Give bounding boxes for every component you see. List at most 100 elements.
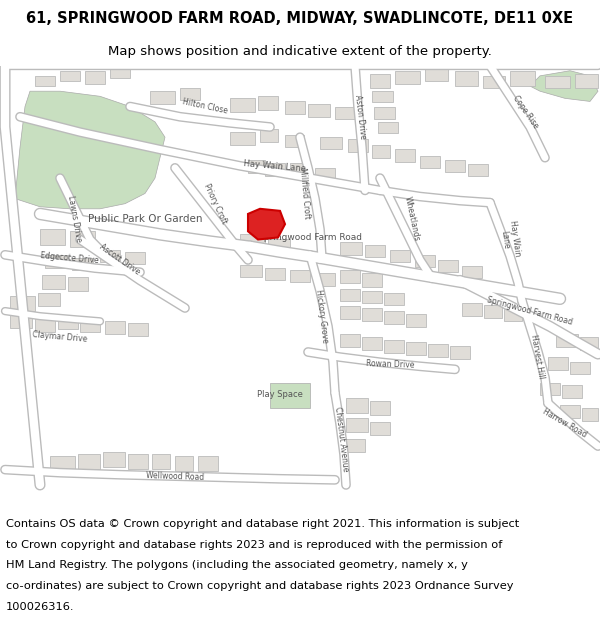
Polygon shape [42, 275, 65, 289]
Polygon shape [445, 160, 465, 172]
Text: Rowan Drive: Rowan Drive [365, 359, 415, 369]
Text: Map shows position and indicative extent of the property.: Map shows position and indicative extent… [108, 45, 492, 58]
Polygon shape [15, 91, 165, 209]
Polygon shape [230, 98, 255, 112]
Polygon shape [240, 234, 265, 248]
Polygon shape [35, 318, 55, 331]
Polygon shape [384, 311, 404, 324]
Polygon shape [103, 452, 125, 466]
Polygon shape [462, 303, 482, 316]
Polygon shape [265, 268, 285, 281]
Polygon shape [370, 74, 390, 88]
Polygon shape [425, 68, 448, 81]
Polygon shape [406, 342, 426, 355]
Polygon shape [406, 314, 426, 328]
Text: Claymar Drive: Claymar Drive [32, 330, 88, 344]
Polygon shape [462, 266, 482, 278]
Polygon shape [504, 309, 522, 321]
Polygon shape [384, 340, 404, 353]
Polygon shape [560, 405, 580, 419]
Polygon shape [100, 250, 120, 262]
Polygon shape [60, 71, 80, 81]
Polygon shape [370, 421, 390, 435]
Polygon shape [346, 398, 368, 413]
Text: 100026316.: 100026316. [6, 602, 74, 612]
Text: Play Space: Play Space [257, 391, 303, 399]
Polygon shape [198, 456, 218, 471]
Polygon shape [285, 101, 305, 114]
Polygon shape [248, 160, 265, 173]
Polygon shape [378, 122, 398, 133]
Polygon shape [346, 439, 365, 452]
Text: Hay Wain
Lane: Hay Wain Lane [498, 220, 522, 259]
Text: Chestnut Avenue: Chestnut Avenue [332, 406, 349, 472]
Polygon shape [230, 132, 255, 146]
Polygon shape [10, 315, 32, 329]
Polygon shape [562, 385, 582, 398]
Polygon shape [128, 323, 148, 336]
Polygon shape [362, 273, 382, 286]
Polygon shape [510, 71, 535, 86]
Polygon shape [384, 292, 404, 305]
Polygon shape [362, 337, 382, 350]
Text: Cope Rise: Cope Rise [511, 94, 541, 130]
Polygon shape [248, 209, 285, 239]
Polygon shape [308, 104, 330, 117]
Polygon shape [58, 318, 78, 329]
Polygon shape [370, 401, 390, 416]
Polygon shape [362, 308, 382, 321]
Polygon shape [582, 408, 598, 421]
Text: Wheatlands: Wheatlands [403, 196, 421, 242]
Polygon shape [110, 68, 130, 78]
Text: to Crown copyright and database rights 2023 and is reproduced with the permissio: to Crown copyright and database rights 2… [6, 539, 502, 550]
Polygon shape [70, 231, 95, 247]
Polygon shape [483, 76, 505, 88]
Polygon shape [580, 337, 598, 350]
Polygon shape [78, 454, 100, 469]
Polygon shape [270, 382, 310, 408]
Polygon shape [240, 265, 262, 278]
Polygon shape [340, 270, 360, 284]
Polygon shape [548, 357, 568, 371]
Polygon shape [72, 258, 93, 270]
Polygon shape [260, 129, 278, 142]
Polygon shape [268, 239, 290, 252]
Text: co-ordinates) are subject to Crown copyright and database rights 2023 Ordnance S: co-ordinates) are subject to Crown copyr… [6, 581, 514, 591]
Polygon shape [35, 76, 55, 86]
Polygon shape [10, 296, 35, 311]
Text: Lawns Drive: Lawns Drive [67, 195, 83, 243]
Polygon shape [455, 71, 478, 86]
Text: Ascott Drive: Ascott Drive [98, 242, 142, 277]
Text: Hay Wain Lane: Hay Wain Lane [244, 159, 307, 173]
Polygon shape [340, 306, 360, 319]
Polygon shape [80, 319, 100, 331]
Text: Millfield Croft: Millfield Croft [298, 168, 312, 219]
Polygon shape [258, 96, 278, 109]
Polygon shape [290, 270, 310, 282]
Polygon shape [150, 91, 175, 104]
Polygon shape [556, 334, 578, 347]
Text: Edgecote Drive: Edgecote Drive [40, 251, 100, 265]
Text: Hickory Grove: Hickory Grove [314, 289, 330, 344]
Text: Contains OS data © Crown copyright and database right 2021. This information is : Contains OS data © Crown copyright and d… [6, 519, 519, 529]
Polygon shape [152, 454, 170, 469]
Polygon shape [365, 244, 385, 257]
Polygon shape [438, 260, 458, 272]
Text: Harvest Hill: Harvest Hill [529, 334, 545, 380]
Polygon shape [175, 456, 193, 471]
Polygon shape [128, 454, 148, 469]
Polygon shape [68, 278, 88, 291]
Polygon shape [340, 289, 360, 301]
Polygon shape [320, 138, 342, 149]
Polygon shape [348, 139, 368, 151]
Polygon shape [372, 91, 393, 103]
Polygon shape [484, 305, 502, 318]
Polygon shape [362, 291, 382, 303]
Polygon shape [415, 255, 435, 267]
Polygon shape [372, 146, 390, 158]
Polygon shape [340, 241, 362, 255]
Polygon shape [374, 106, 395, 119]
Polygon shape [105, 321, 125, 334]
Text: Springwood Farm Road: Springwood Farm Road [258, 233, 362, 242]
Text: Springwood Farm Road: Springwood Farm Road [486, 296, 574, 327]
